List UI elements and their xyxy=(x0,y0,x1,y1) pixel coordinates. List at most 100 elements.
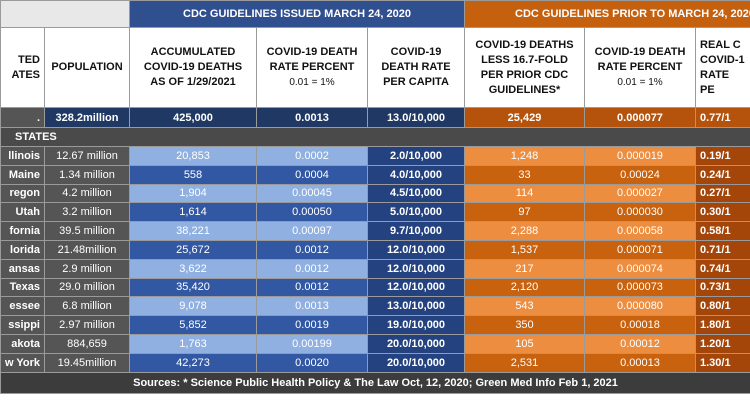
cell: 328.2million xyxy=(44,107,130,128)
state-row: regon 4.2 million 1,904 0.00045 4.5/10,000 11… xyxy=(0,183,750,204)
state-row: w York 19.45million 42,273 0.0020 20.0/10,00… xyxy=(0,352,750,373)
cell: 0.0013 xyxy=(256,107,368,128)
cell: 5,852 xyxy=(129,315,257,335)
cell: 0.00012 xyxy=(584,333,696,354)
cell: llinois xyxy=(0,146,45,166)
cell: 0.0020 xyxy=(256,352,368,373)
cell: fornia xyxy=(0,221,45,241)
cell: 350 xyxy=(464,315,585,335)
cell: 0.00024 xyxy=(584,164,696,185)
cell: 2.0/10,000 xyxy=(367,146,465,166)
state-row: ssippi 2.97 million 5,852 0.0019 19.0/10,000… xyxy=(0,315,750,335)
state-row: Texas 29.0 million 35,420 0.0012 12.0/10,000… xyxy=(0,277,750,298)
cell: 0.0012 xyxy=(256,277,368,298)
cell: 19.45million xyxy=(44,352,130,373)
column-header-text: TED ATES xyxy=(11,53,40,81)
column-header: TED ATES xyxy=(0,27,45,108)
cell: 6.8 million xyxy=(44,296,130,317)
state-row: akota 884,659 1,763 0.00199 20.0/10,000 105 0.… xyxy=(0,333,750,354)
cell: 35,420 xyxy=(129,277,257,298)
cell: 0.000027 xyxy=(584,183,696,204)
cell: 19.0/10,000 xyxy=(367,315,465,335)
cell: 25,429 xyxy=(464,107,585,128)
cell: 543 xyxy=(464,296,585,317)
cell: 0.00199 xyxy=(256,333,368,354)
cell: 1.20/1 xyxy=(694,333,750,354)
cell: 0.00018 xyxy=(584,315,696,335)
cell: 0.19/1 xyxy=(694,146,750,166)
column-header-text: COVID-19 DEATH RATE PER CAPITA xyxy=(381,46,451,88)
cell: 1,537 xyxy=(464,239,585,260)
column-header: ACCUMULATED COVID-19 DEATHS AS OF 1/29/2… xyxy=(129,27,257,108)
column-note: 0.01 = 1% xyxy=(289,77,335,88)
cell: 3.2 million xyxy=(44,202,130,223)
cell: 25,672 xyxy=(129,239,257,260)
cell: 0.000074 xyxy=(584,258,696,279)
state-row: fornia 39.5 million 38,221 0.00097 9.7/10,00… xyxy=(0,221,750,241)
state-row: essee 6.8 million 9,078 0.0013 13.0/10,000 54… xyxy=(0,296,750,317)
state-row: ansas 2.9 million 3,622 0.0012 12.0/10,000 21… xyxy=(0,258,750,279)
column-header: COVID-19 DEATH RATE PERCENT 0.01 = 1% xyxy=(584,27,696,108)
column-header: COVID-19 DEATH RATE PER CAPITA xyxy=(367,27,465,108)
cell: regon xyxy=(0,183,45,204)
cell: 105 xyxy=(464,333,585,354)
cell: 12.0/10,000 xyxy=(367,258,465,279)
group-header: CDC GUIDELINES ISSUED MARCH 24, 2020 xyxy=(129,0,465,28)
cell: essee xyxy=(0,296,45,317)
cell: 0.000080 xyxy=(584,296,696,317)
cell: 2,120 xyxy=(464,277,585,298)
cell: Texas xyxy=(0,277,45,298)
states-label-row: STATES xyxy=(0,127,750,147)
cell: 4.0/10,000 xyxy=(367,164,465,185)
cell: 29.0 million xyxy=(44,277,130,298)
cell: 0.73/1 xyxy=(694,277,750,298)
cell: 1,763 xyxy=(129,333,257,354)
cell: 0.000073 xyxy=(584,277,696,298)
cell: 5.0/10,000 xyxy=(367,202,465,223)
cell: 97 xyxy=(464,202,585,223)
cell: 0.30/1 xyxy=(694,202,750,223)
cell: 21.48million xyxy=(44,239,130,260)
state-row: Utah 3.2 million 1,614 0.00050 5.0/10,000 97 0… xyxy=(0,202,750,223)
cell: 0.0012 xyxy=(256,239,368,260)
cell: 884,659 xyxy=(44,333,130,354)
cell: 13.0/10,000 xyxy=(367,296,465,317)
cell: 0.00013 xyxy=(584,352,696,373)
column-header: COVID-19 DEATH RATE PERCENT 0.01 = 1% xyxy=(256,27,368,108)
cell: Maine xyxy=(0,164,45,185)
cell: 0.0002 xyxy=(256,146,368,166)
cell: 0.74/1 xyxy=(694,258,750,279)
cell: 0.0004 xyxy=(256,164,368,185)
cell: 3,622 xyxy=(129,258,257,279)
cell: ssippi xyxy=(0,315,45,335)
cell: 33 xyxy=(464,164,585,185)
column-header-text: COVID-19 DEATH RATE PERCENT xyxy=(266,46,358,73)
cell: 4.2 million xyxy=(44,183,130,204)
cell: 1,614 xyxy=(129,202,257,223)
column-header: POPULATION xyxy=(44,27,130,108)
cell: 0.000058 xyxy=(584,221,696,241)
cell: 217 xyxy=(464,258,585,279)
us-row: . 328.2million 425,000 0.0013 13.0/10,000 25,… xyxy=(0,107,750,128)
cell: w York xyxy=(0,352,45,373)
column-header-text: ACCUMULATED COVID-19 DEATHS AS OF 1/29/2… xyxy=(143,46,243,88)
cell: 38,221 xyxy=(129,221,257,241)
column-header: REAL C COVID-1 RATE PE xyxy=(694,27,750,108)
section-label: STATES xyxy=(0,127,750,147)
cell: 0.27/1 xyxy=(694,183,750,204)
cell: 1.30/1 xyxy=(694,352,750,373)
cell: 20.0/10,000 xyxy=(367,352,465,373)
footer-text: Sources: * Science Public Health Policy … xyxy=(0,371,750,394)
cell: 0.00050 xyxy=(256,202,368,223)
cell: ansas xyxy=(0,258,45,279)
cell: Utah xyxy=(0,202,45,223)
cell: 1,248 xyxy=(464,146,585,166)
cell: 9.7/10,000 xyxy=(367,221,465,241)
cell: 0.000030 xyxy=(584,202,696,223)
cell: 0.0012 xyxy=(256,258,368,279)
column-note: 0.01 = 1% xyxy=(617,77,663,88)
cell: 1.34 million xyxy=(44,164,130,185)
cell: 0.00045 xyxy=(256,183,368,204)
cell: 39.5 million xyxy=(44,221,130,241)
